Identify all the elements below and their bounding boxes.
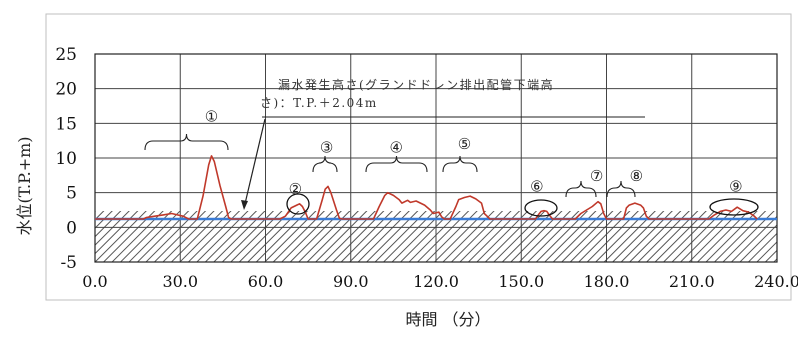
y-tick-label-2: 5	[66, 184, 77, 204]
x-tick-label-6: 180.0	[584, 272, 630, 291]
series-line-0	[95, 155, 758, 220]
x-tick-label-4: 120.0	[413, 272, 459, 291]
axes	[94, 53, 778, 263]
peak-label-7: ⑧	[630, 167, 643, 185]
peak-label-3: ④	[389, 138, 402, 156]
highlights	[144, 133, 759, 217]
x-tick-label-7: 210.0	[669, 272, 715, 291]
peak-label-2: ③	[320, 138, 333, 156]
brace-2	[365, 155, 428, 173]
brace-5	[606, 180, 636, 198]
x-tick-label-5: 150.0	[498, 272, 544, 291]
y-tick-label-5: 20	[55, 80, 77, 100]
highlight-ellipse-0	[286, 193, 310, 215]
peak-label-4: ⑤	[458, 135, 471, 153]
x-tick-label-1: 30.0	[162, 272, 198, 291]
y-tick-label-6: 25	[55, 45, 77, 65]
peak-label-8: ⑨	[729, 177, 742, 195]
peak-label-5: ⑥	[530, 177, 543, 195]
x-tick-label-3: 90.0	[333, 272, 369, 291]
highlight-ellipse-2	[709, 198, 759, 216]
brace-3	[442, 155, 478, 173]
brace-0	[144, 133, 229, 151]
plot-border	[94, 53, 778, 263]
tick-labels: -5 0 5 10 15 20 25 0.0 30.0 60.0 90.0 120.0 150.0 180…	[55, 45, 798, 291]
y-axis-label: 水位(T.P.+m)	[15, 136, 34, 235]
y-tick-label-3: 10	[55, 149, 77, 169]
annotation-arrowhead	[241, 200, 248, 210]
annotation-arrow	[243, 118, 266, 209]
peak-label-0: ①	[205, 107, 218, 125]
x-tick-label-0: 0.0	[82, 272, 107, 291]
y-tick-label-0: -5	[60, 253, 77, 273]
series	[95, 155, 758, 220]
x-axis-label: 時間 （分）	[405, 310, 490, 329]
peak-label-1: ②	[289, 180, 302, 198]
annotation-line-2: さ)：T.P.＋2.04m	[260, 96, 378, 110]
peak-label-6: ⑦	[590, 167, 603, 185]
annotation-line-1: 漏水発生高さ(グランドドレン排出配管下端高	[278, 77, 554, 92]
brace-4	[565, 180, 597, 198]
annotations: 漏水発生高さ(グランドドレン排出配管下端高 さ)：T.P.＋2.04m ① ② ③ ④…	[205, 77, 743, 210]
brace-1	[312, 155, 338, 173]
x-tick-label-2: 60.0	[248, 272, 284, 291]
highlight-ellipse-1	[524, 199, 558, 217]
y-tick-label-1: 0	[66, 218, 77, 238]
x-tick-label-8: 240.0	[754, 272, 798, 291]
y-tick-label-4: 15	[55, 114, 77, 134]
